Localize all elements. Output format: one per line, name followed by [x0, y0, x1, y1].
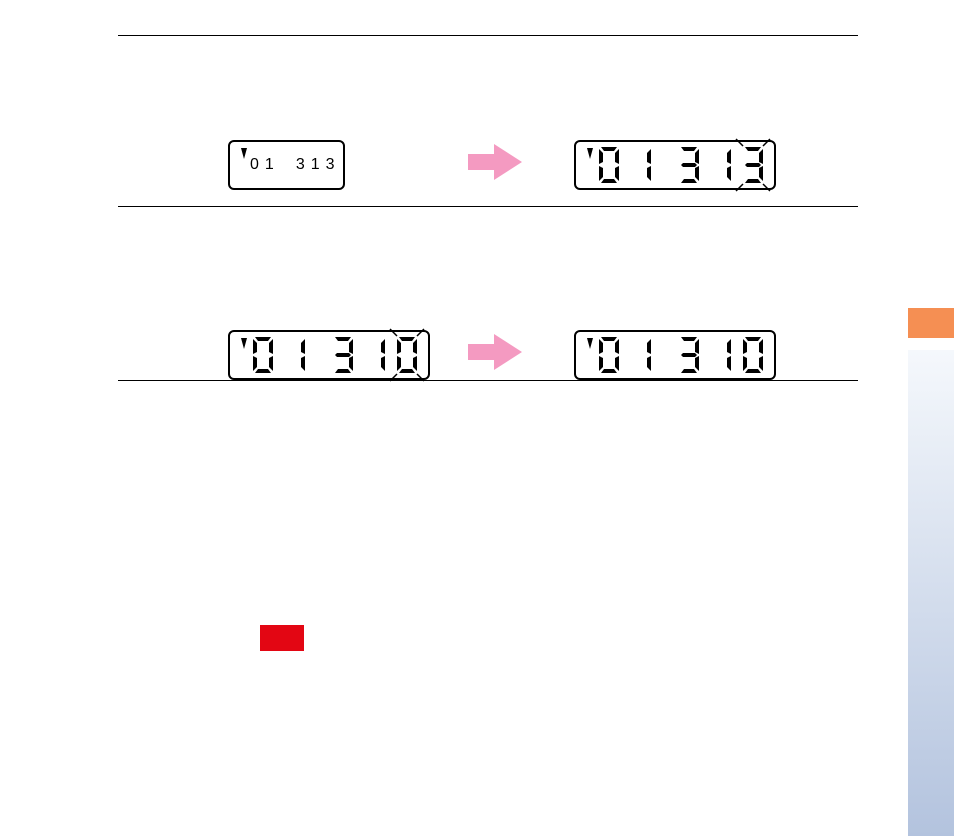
digit-1 — [628, 335, 654, 375]
digit-1b — [708, 335, 734, 375]
lcd-frame — [574, 140, 776, 190]
side-gradient — [908, 350, 954, 836]
digit-0 — [596, 335, 622, 375]
digit-3-blink — [740, 145, 766, 185]
lcd-frame: 0 1 3 1 3 — [228, 140, 345, 190]
lcd-frame — [228, 330, 430, 380]
lcd-row2-right — [574, 330, 776, 380]
side-tab — [908, 308, 954, 338]
page: 0 1 3 1 3 — [0, 0, 954, 836]
digit-1: 1 — [265, 156, 274, 174]
rule-bottom — [118, 380, 858, 381]
digit-apostrophe — [238, 145, 250, 185]
rule-top — [118, 35, 858, 36]
digit-0: 0 — [250, 156, 259, 174]
digit-3 — [676, 335, 702, 375]
lcd-row2-left — [228, 330, 430, 380]
arrow-right-icon — [468, 332, 522, 372]
digit-apostrophe — [584, 145, 596, 185]
digit-3 — [676, 145, 702, 185]
lcd-frame — [574, 330, 776, 380]
digit-3b: 3 — [326, 156, 335, 174]
lcd-row1-right — [574, 140, 776, 190]
rule-mid — [118, 206, 858, 207]
digit-0 — [596, 145, 622, 185]
digit-1 — [628, 145, 654, 185]
digit-apostrophe — [238, 335, 250, 375]
digit-1 — [282, 335, 308, 375]
digit-3 — [330, 335, 356, 375]
digit-apostrophe — [584, 335, 596, 375]
digit-0-blink — [394, 335, 420, 375]
arrow-right-icon — [468, 142, 522, 182]
digit-3-blink: 3 — [296, 156, 305, 174]
red-marker — [260, 625, 304, 651]
digit-0b — [740, 335, 766, 375]
lcd-row1-left: 0 1 3 1 3 — [228, 140, 345, 190]
digit-0 — [250, 335, 276, 375]
digit-1b: 1 — [311, 156, 320, 174]
digit-1b — [708, 145, 734, 185]
digit-1b — [362, 335, 388, 375]
